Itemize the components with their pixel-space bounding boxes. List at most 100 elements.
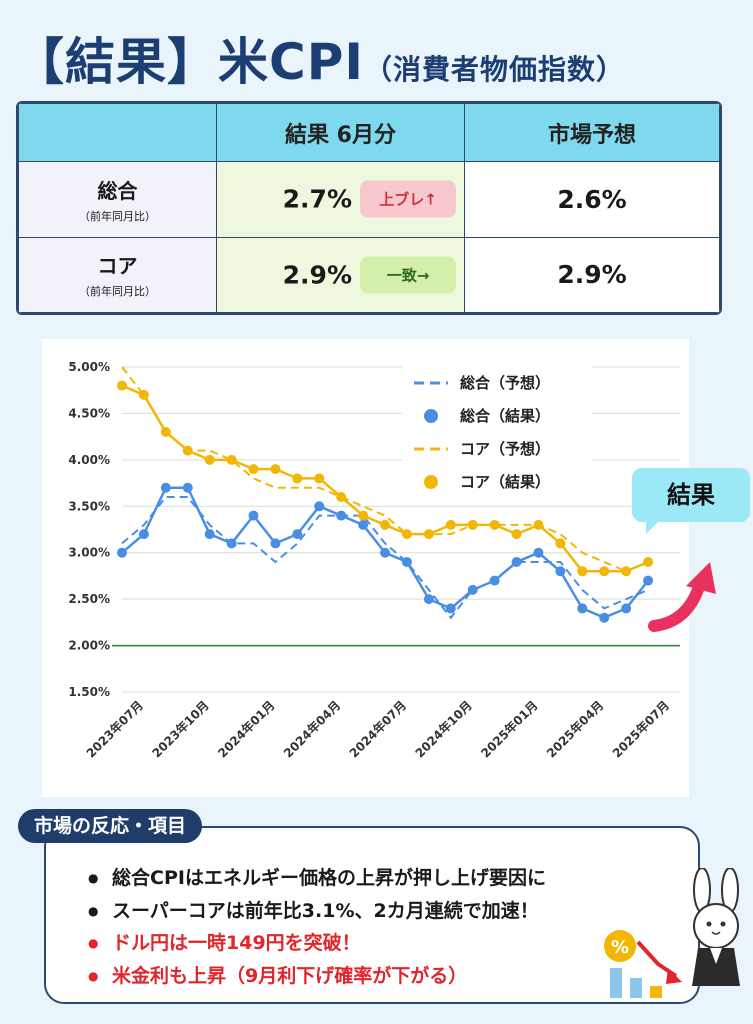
y-tick-label: 2.00% [68,639,110,653]
reaction-label: 市場の反応・項目 [18,809,203,843]
data-point [423,594,434,605]
x-tick-label: 2025年07月 [609,698,672,761]
data-point [445,603,456,614]
data-point [577,603,588,614]
data-point [292,529,303,540]
data-point [643,557,654,567]
x-tick-label: 2024年01月 [215,698,278,761]
data-point [138,389,149,400]
result-cell-core: 2.9% 一致→ [216,236,465,313]
header-blank [18,103,217,162]
data-point [445,519,456,530]
data-point [401,557,412,567]
data-point [511,529,522,540]
reaction-box: 総合CPIはエネルギー価格の上昇が押し上げ要因に スーパーコアは前年比3.1%、… [44,826,700,1004]
x-tick-label: 2024年07月 [346,698,409,761]
y-tick-label: 2.50% [68,592,110,606]
data-point [401,529,412,540]
data-point [336,510,347,521]
x-tick-label: 2023年07月 [83,698,146,761]
y-tick-label: 4.00% [68,453,110,467]
data-point [314,501,325,512]
header-forecast: 市場予想 [464,103,720,162]
x-tick-label: 2024年10月 [412,698,475,761]
row-label-sub: （前年同月比） [79,285,156,299]
data-point [182,482,193,493]
title-sub: （消費者物価指数） [363,53,625,86]
y-tick-label: 3.00% [68,546,110,560]
row-label-main: 総合 [97,178,138,203]
data-point [226,454,237,465]
row-label-main: コア [97,254,138,279]
legend-swatch-dot [424,409,438,423]
y-tick-label: 3.50% [68,499,110,513]
percent-icon-text: % [611,937,629,958]
x-tick-label: 2025年01月 [478,698,541,761]
data-point [336,492,347,502]
percent-chart-icon: % [604,930,682,998]
data-point [226,538,237,549]
legend-label: 総合（予想） [460,374,550,392]
result-callout: 結果 [632,468,750,534]
header-result: 結果 6月分 [216,103,465,162]
data-point [621,603,632,614]
y-tick-label: 4.50% [68,406,110,420]
y-tick-label: 5.00% [68,360,110,374]
data-point [533,519,544,530]
list-item: 米金利も上昇（9月利下げ確率が下がる） [88,960,546,993]
legend-label: 総合（結果） [460,407,550,425]
data-point [380,547,391,558]
legend-swatch-dot [424,475,438,489]
legend-label: コア（予想） [460,440,550,458]
data-point [270,464,281,475]
data-point [270,538,281,549]
data-point [489,519,500,530]
result-value: 2.9% [282,260,352,290]
row-label-total: 総合 （前年同月比） [18,161,217,238]
data-point [358,519,369,530]
y-tick-label: 1.50% [68,685,110,699]
cpi-result-table: 結果 6月分 市場予想 総合 （前年同月比） 2.7% 上ブレ↑ 2.6% コア… [16,101,722,315]
data-point [467,584,478,595]
x-tick-label: 2025年04月 [543,698,606,761]
data-point [489,575,500,586]
data-point [577,566,588,577]
list-item: ドル円は一時149円を突破！ [88,927,546,960]
up-arrow-icon [648,562,716,632]
x-tick-label: 2023年10月 [149,698,212,761]
page-title: 【結果】米CPI（消費者物価指数） [14,22,625,94]
forecast-value-core: 2.9% [464,236,720,313]
forecast-value-total: 2.6% [464,161,720,238]
data-point [117,547,127,558]
data-point [621,566,632,577]
data-point [599,566,610,577]
match-badge: 一致→ [360,256,456,294]
data-point [204,454,215,465]
data-point [204,529,215,540]
title-main: 【結果】米CPI [14,33,364,91]
data-point [358,510,369,521]
series-line-forecast [121,496,649,620]
data-point [467,519,478,530]
data-point [380,519,391,530]
reaction-list: 総合CPIはエネルギー価格の上昇が押し上げ要因に スーパーコアは前年比3.1%、… [88,862,546,992]
data-point [248,510,259,521]
table-row-total: 総合 （前年同月比） 2.7% 上ブレ↑ 2.6% [18,161,720,238]
table-row-core: コア （前年同月比） 2.9% 一致→ 2.9% [18,236,720,313]
data-point [599,612,610,623]
data-point [423,529,434,540]
data-point [182,445,193,456]
data-point [643,575,654,586]
table-header-row: 結果 6月分 市場予想 [18,103,720,162]
row-label-sub: （前年同月比） [79,209,156,223]
cpi-line-chart: 5.00% 4.50% 4.00% 3.50% 3.00% 2.50% 2.00% 1.50%… [42,339,689,797]
data-point [555,538,566,549]
result-cell-total: 2.7% 上ブレ↑ [216,161,465,238]
list-item: 総合CPIはエネルギー価格の上昇が押し上げ要因に [88,862,546,895]
data-point [555,566,566,577]
data-point [138,529,149,540]
data-point [248,464,259,475]
data-point [160,427,171,437]
data-point [511,557,522,567]
rabbit-mascot-icon [692,868,740,986]
